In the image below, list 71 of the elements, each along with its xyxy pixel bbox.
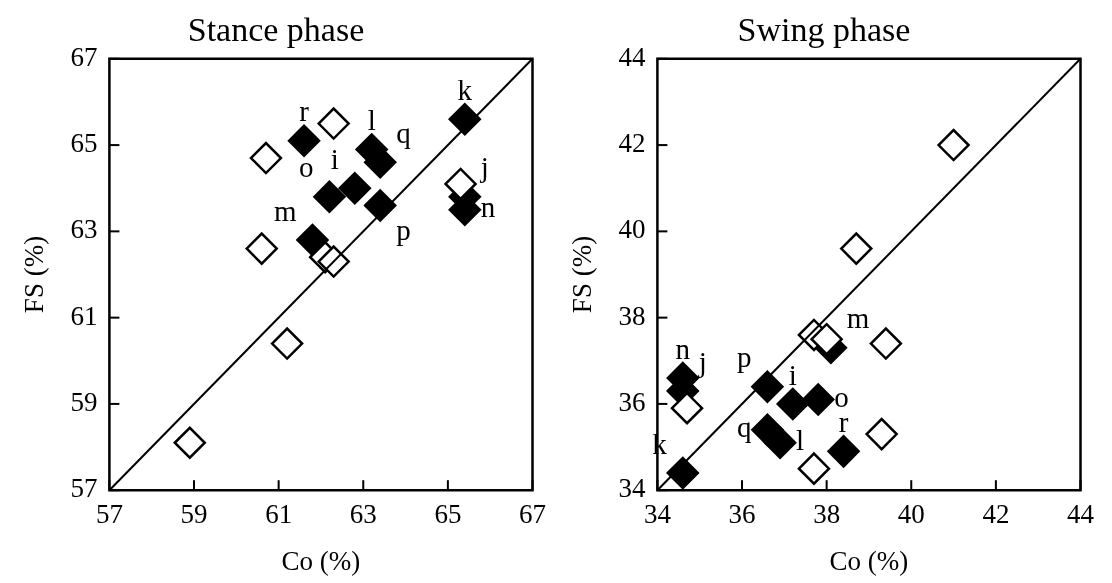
point bbox=[448, 102, 482, 136]
data-label: o bbox=[298, 151, 314, 184]
x-tick-label: 67 bbox=[519, 499, 546, 530]
data-label: q bbox=[736, 411, 752, 444]
y-tick-label: 36 bbox=[618, 387, 646, 418]
y-tick-label: 34 bbox=[618, 473, 646, 504]
y-axis-title: FS (%) bbox=[567, 235, 598, 314]
chart-title: Stance phase bbox=[187, 11, 365, 49]
data-label: l bbox=[796, 424, 805, 457]
point bbox=[937, 128, 970, 162]
point bbox=[317, 107, 350, 140]
y-tick-label: 44 bbox=[618, 41, 646, 72]
data-label: l bbox=[367, 104, 376, 136]
point bbox=[797, 452, 831, 485]
data-label: r bbox=[299, 95, 310, 128]
point bbox=[776, 387, 810, 421]
y-tick-label: 57 bbox=[70, 473, 98, 504]
y-tick-label: 67 bbox=[70, 41, 98, 72]
x-tick-label: 65 bbox=[434, 499, 462, 530]
point bbox=[827, 435, 860, 468]
x-tick-label: 40 bbox=[897, 499, 925, 530]
data-label: j bbox=[697, 345, 707, 378]
x-tick-label: 61 bbox=[265, 499, 293, 530]
point bbox=[245, 232, 278, 265]
x-tick-label: 63 bbox=[349, 499, 377, 530]
point bbox=[763, 426, 797, 459]
point bbox=[840, 232, 873, 265]
y-tick-label: 61 bbox=[70, 300, 98, 331]
chart-title: Swing phase bbox=[737, 11, 911, 49]
y-tick-label: 65 bbox=[70, 128, 98, 159]
data-label: n bbox=[675, 332, 691, 365]
point bbox=[270, 327, 304, 360]
data-label: o bbox=[834, 381, 849, 414]
x-tick-label: 57 bbox=[95, 499, 123, 530]
x-axis-title: Co (%) bbox=[829, 545, 909, 576]
x-tick-label: 42 bbox=[982, 499, 1010, 530]
point bbox=[801, 383, 835, 416]
x-axis-title: Co (%) bbox=[281, 545, 361, 576]
point bbox=[173, 426, 207, 459]
x-tick-label: 34 bbox=[643, 499, 672, 530]
y-tick-label: 59 bbox=[70, 387, 98, 418]
y-tick-label: 63 bbox=[70, 214, 98, 245]
data-label: i bbox=[788, 358, 797, 391]
data-label: p bbox=[736, 341, 752, 374]
y-axis-title: FS (%) bbox=[19, 235, 50, 314]
point bbox=[249, 141, 283, 175]
y-tick-label: 40 bbox=[618, 214, 646, 245]
data-label: n bbox=[480, 191, 496, 224]
data-label: k bbox=[457, 73, 473, 106]
y-tick-label: 38 bbox=[618, 300, 646, 331]
data-label: j bbox=[479, 151, 489, 184]
point bbox=[313, 180, 346, 214]
point bbox=[810, 322, 843, 356]
point bbox=[287, 124, 321, 158]
x-tick-label: 38 bbox=[813, 499, 841, 530]
point bbox=[666, 456, 700, 490]
point bbox=[296, 223, 329, 257]
y-tick-label: 42 bbox=[618, 128, 646, 159]
x-tick-label: 59 bbox=[180, 499, 208, 530]
point bbox=[751, 370, 784, 403]
point bbox=[338, 171, 372, 205]
point bbox=[865, 417, 898, 451]
data-label: p bbox=[396, 214, 411, 247]
data-label: i bbox=[330, 142, 339, 175]
data-label: q bbox=[396, 116, 411, 149]
x-tick-label: 44 bbox=[1067, 499, 1095, 530]
data-label: m bbox=[273, 194, 297, 227]
x-tick-label: 36 bbox=[728, 499, 756, 530]
data-label: m bbox=[846, 302, 870, 335]
point bbox=[869, 327, 903, 360]
point bbox=[363, 189, 397, 222]
